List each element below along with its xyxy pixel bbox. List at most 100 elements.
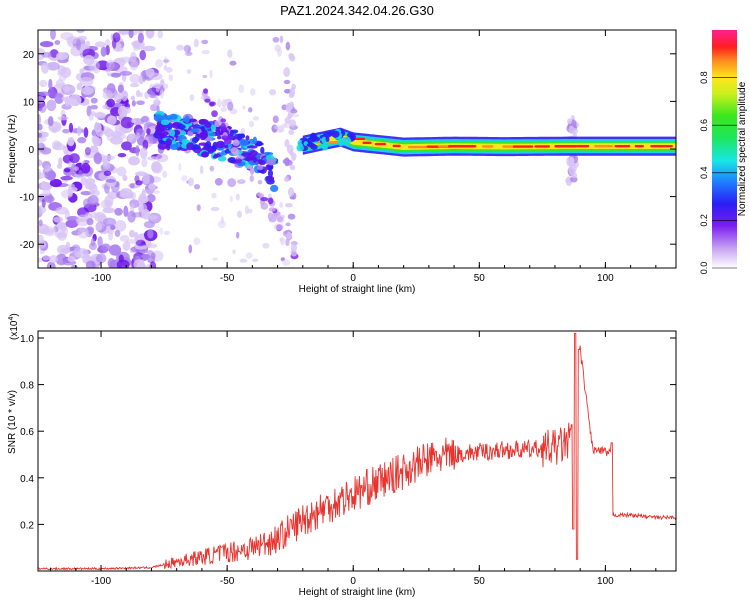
spectrogram-tone-cell bbox=[339, 137, 346, 143]
spectrogram-main-tone-core bbox=[534, 145, 551, 148]
spectrogram-noise-cell bbox=[163, 230, 170, 236]
spectrogram-x-ticks: -100 -50 0 50 100 bbox=[50, 30, 657, 284]
spectrogram-noise-cell bbox=[120, 188, 133, 197]
snr-y-tick-label: 0.6 bbox=[20, 427, 34, 438]
spectrogram-tone-cell bbox=[241, 152, 252, 157]
spectrogram-noise-cell bbox=[196, 204, 201, 212]
spectrogram-tone-cell bbox=[200, 125, 205, 132]
spectrogram-noise-cell bbox=[38, 91, 51, 97]
spectrogram-noise-cell bbox=[185, 51, 193, 57]
spectrogram-noise-cell bbox=[285, 222, 291, 227]
spectrogram-noise-cell bbox=[42, 182, 53, 191]
spectrogram-noise-cell bbox=[129, 229, 135, 238]
spectrogram-noise-cell bbox=[41, 51, 53, 58]
spectrogram-noise-cell bbox=[39, 79, 48, 88]
chart-title: PAZ1.2024.342.04.26.G30 bbox=[280, 3, 434, 18]
spectrogram-noise-cell bbox=[119, 56, 133, 63]
spectrogram-noise-cell bbox=[157, 30, 164, 39]
spectrogram-tone-cell bbox=[169, 143, 179, 151]
spectrogram-tone-cell bbox=[246, 145, 258, 149]
spectrogram-noise-cell bbox=[282, 259, 291, 266]
spectrogram-tone-cell bbox=[177, 124, 186, 130]
spectrogram-main-tone-core bbox=[374, 142, 387, 146]
spectrogram-noise-cell bbox=[83, 127, 89, 138]
snr-y-exponent-base: (x10 bbox=[9, 320, 20, 340]
spectrogram-noise-cell bbox=[106, 115, 117, 125]
spectrogram-noise-cell bbox=[239, 178, 243, 182]
spectrogram-main-tone-core bbox=[392, 144, 401, 148]
spectrogram-noise-cell bbox=[187, 177, 195, 187]
spectrogram-noise-cell bbox=[129, 183, 135, 189]
spectrogram-noise-cell bbox=[119, 30, 132, 35]
spectrogram-noise-cell bbox=[93, 152, 103, 165]
spectrogram-noise-cell bbox=[76, 38, 81, 51]
spectrogram-noise-cell bbox=[114, 229, 121, 238]
colorbar-tick-label: 0.4 bbox=[699, 167, 709, 180]
spectrogram-noise-cell bbox=[103, 170, 112, 177]
spectrogram-streak-cell bbox=[276, 216, 284, 222]
spectrogram-streak-cell bbox=[260, 196, 269, 202]
snr-y-exponent-power: 4 bbox=[8, 317, 15, 321]
spectrogram-noise-cell bbox=[90, 97, 98, 104]
spectrogram-noise-cell bbox=[110, 224, 116, 231]
spectrogram-noise-cell bbox=[53, 141, 62, 147]
spectrogram-streak-cell bbox=[211, 110, 218, 118]
spectrogram-noise-cell bbox=[73, 247, 82, 258]
spectrogram-noise-cell bbox=[91, 111, 96, 116]
spectrogram-noise-cell bbox=[43, 195, 55, 203]
spectrogram-noise-cell bbox=[110, 62, 120, 72]
spectrogram-noise-cell bbox=[83, 198, 91, 208]
spectrogram-tone-cell bbox=[260, 146, 265, 154]
spectrogram-noise-cell bbox=[102, 158, 108, 167]
spectrogram-noise-cell bbox=[48, 255, 59, 264]
spectrogram-streak-cell bbox=[214, 120, 221, 128]
colorbar-tick-label: 0.8 bbox=[699, 71, 709, 84]
spectrogram-noise-cell bbox=[50, 30, 56, 40]
spectrogram-tone-cell bbox=[344, 136, 352, 145]
spectrogram-noise-cell bbox=[129, 73, 141, 84]
spectrogram-noise-cell bbox=[38, 234, 45, 246]
spectrogram-streak-cell bbox=[220, 122, 226, 130]
spectrogram-noise-cell bbox=[100, 243, 111, 252]
spectrogram-spike-cell bbox=[288, 92, 295, 99]
spectrogram-tone-cell bbox=[258, 159, 266, 166]
spectrogram-noise-cell bbox=[116, 42, 122, 51]
spectrogram-x-tick-label: -50 bbox=[220, 273, 235, 284]
spectrogram-noise-cell bbox=[39, 249, 45, 255]
spectrogram-noise-cell bbox=[63, 145, 68, 155]
spectrogram-noise-cell bbox=[90, 238, 96, 247]
spectrogram-x-tick-label: 50 bbox=[474, 273, 486, 284]
spectrogram-noise-cell bbox=[128, 133, 136, 140]
spectrogram-noise-cell bbox=[55, 206, 69, 215]
spectrogram-spike-cell bbox=[570, 158, 575, 167]
spectrogram-noise-cell bbox=[38, 159, 43, 167]
spectrogram-noise-cell bbox=[232, 249, 236, 255]
snr-y-tick-label: 0.2 bbox=[20, 520, 34, 531]
spectrogram-noise-cell bbox=[148, 215, 158, 220]
spectrogram-y-tick-label: -20 bbox=[20, 240, 35, 251]
spectrogram-spike-cell bbox=[289, 119, 297, 128]
spectrogram-noise-cell bbox=[123, 205, 129, 217]
spectrogram-noise-cell bbox=[53, 216, 64, 223]
spectrogram-tone-cell bbox=[217, 136, 222, 140]
spectrogram-tone-cell bbox=[165, 138, 173, 146]
spectrogram-tone-cell bbox=[266, 158, 276, 166]
spectrogram-noise-cell bbox=[57, 116, 69, 121]
spectrogram-noise-cell bbox=[108, 244, 122, 256]
spectrogram-spike-cell bbox=[286, 114, 292, 120]
spectrogram-noise-cell bbox=[66, 35, 80, 44]
spectrogram-y-tick-label: -10 bbox=[20, 193, 35, 204]
spectrogram-tone-cell bbox=[205, 140, 212, 149]
spectrogram-noise-cell bbox=[235, 193, 240, 201]
spectrogram-tone-cell bbox=[325, 136, 330, 142]
spectrogram-noise-cell bbox=[122, 241, 131, 251]
spectrogram-noise-cell bbox=[60, 67, 68, 74]
spectrogram-streak-cell bbox=[268, 207, 276, 212]
spectrogram-noise-cell bbox=[46, 61, 60, 71]
spectrogram-noise-cell bbox=[137, 32, 144, 44]
spectrogram-noise-cell bbox=[162, 170, 168, 178]
spectrogram-spike-cell bbox=[284, 157, 290, 167]
spectrogram-tone-cell bbox=[199, 131, 209, 139]
spectrogram-noise-cell bbox=[209, 69, 213, 79]
spectrogram-noise-cell bbox=[81, 162, 91, 174]
